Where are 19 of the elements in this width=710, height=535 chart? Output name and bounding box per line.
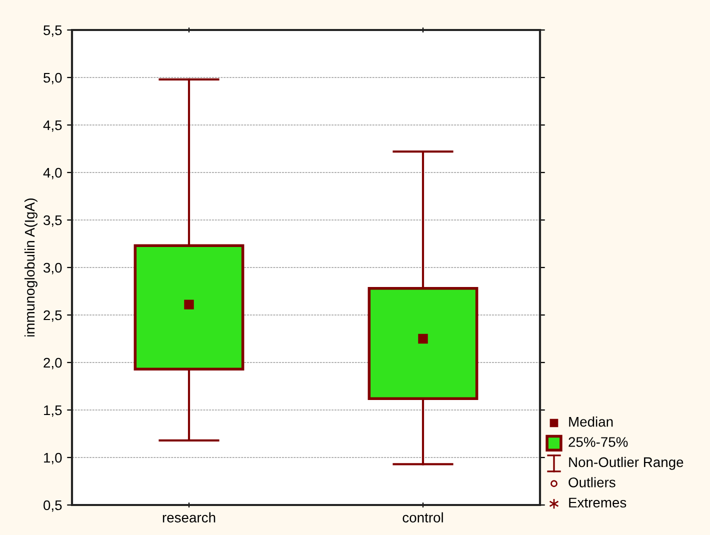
y-tick-label: 0,5 xyxy=(44,500,62,512)
text: Extremes xyxy=(569,498,626,508)
y-tick-label: 2,0 xyxy=(44,358,62,370)
y-tick-label: 5,5 xyxy=(44,25,62,37)
y-tick-label: 1,5 xyxy=(44,405,62,417)
text: Outliers xyxy=(568,477,616,488)
x-tick-label: research xyxy=(162,512,216,522)
y-tick-label: 4,5 xyxy=(43,120,62,132)
y-tick-label: 3,0 xyxy=(44,262,62,274)
y-tick-label: 1,0 xyxy=(44,452,62,464)
text: 25%-75% xyxy=(568,437,628,447)
y-tick-label: 4,0 xyxy=(43,168,62,180)
y-axis-title: immunoglobulin A(IgA) xyxy=(24,198,38,336)
text: Median xyxy=(569,416,613,427)
x-tick-label: control xyxy=(402,512,443,522)
y-tick-label: 5,0 xyxy=(44,72,62,84)
y-tick-label: 3,5 xyxy=(44,215,62,227)
text: Non-Outlier Range xyxy=(569,456,684,470)
y-tick-label: 2,5 xyxy=(44,310,62,322)
